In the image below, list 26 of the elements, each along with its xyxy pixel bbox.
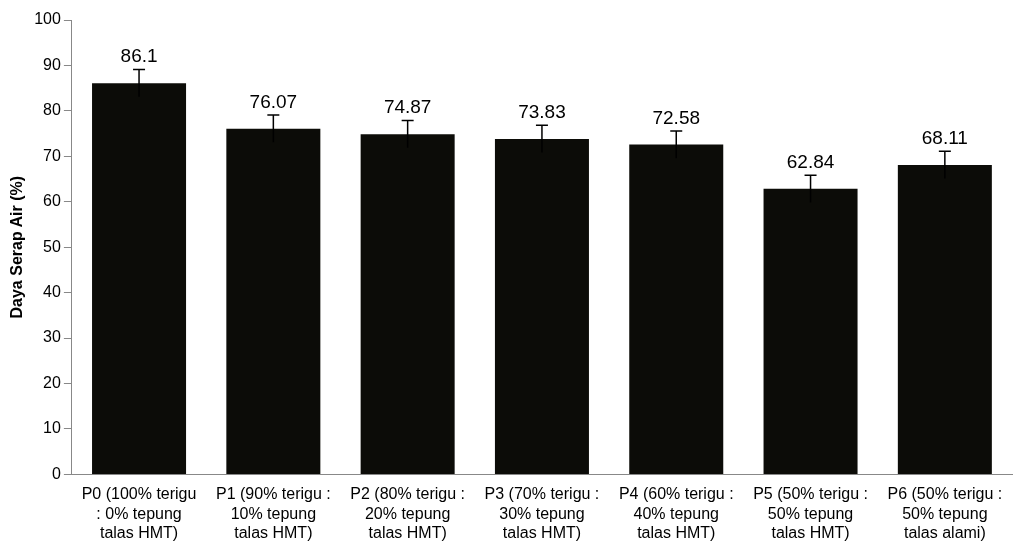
y-tick-label: 70 [43, 146, 61, 164]
x-tick-label: P3 (70% terigu : 30% tepung talas HMT) [484, 485, 600, 541]
x-tick-label: P4 (60% terigu : 40% tepung talas HMT) [618, 485, 734, 541]
y-tick-label: 30 [43, 328, 61, 346]
x-tick-label: P5 (50% terigu : 50% tepung talas HMT) [753, 485, 868, 541]
y-tick-label: 80 [43, 101, 61, 119]
y-tick-label: 100 [34, 10, 61, 28]
data-label: 62.84 [786, 150, 835, 172]
data-label: 74.87 [383, 96, 432, 118]
data-label: 68.11 [921, 127, 968, 149]
y-tick-label: 50 [43, 237, 61, 255]
data-label: 86.1 [120, 45, 158, 67]
x-tick-label: P0 (100% terigu : 0% tepung talas HMT) [81, 485, 197, 541]
y-tick-label: 60 [43, 192, 61, 210]
y-axis-title: Daya Serap Air (%) [8, 175, 26, 319]
y-tick-label: 40 [43, 283, 61, 301]
data-label: 76.07 [249, 90, 298, 112]
x-tick-label: P1 (90% terigu : 10% tepung talas HMT) [215, 485, 331, 541]
y-tick-label: 0 [51, 464, 61, 482]
y-tick-label: 20 [43, 373, 61, 391]
data-label: 73.83 [518, 101, 566, 123]
y-tick-label: 90 [43, 55, 61, 73]
data-label: 72.58 [652, 106, 701, 128]
x-tick-label: P2 (80% terigu : 20% tepung talas HMT) [350, 485, 466, 541]
x-tick-label: P6 (50% terigu : 50% tepung talas alami) [887, 485, 1003, 541]
y-tick-label: 10 [43, 419, 61, 437]
